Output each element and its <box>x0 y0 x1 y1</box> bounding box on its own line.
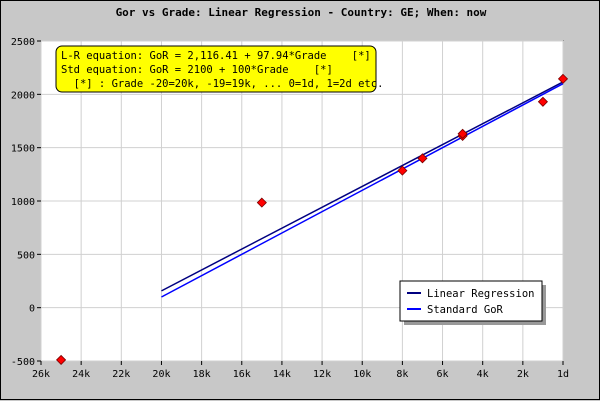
legend: Linear Regression Standard GoR <box>399 280 546 325</box>
data-point <box>537 96 548 107</box>
legend-label-linear-regression: Linear Regression <box>427 288 534 300</box>
series-line-linear-regression <box>161 81 564 292</box>
x-tick-label: 14k <box>273 369 291 380</box>
annotation-box <box>55 45 377 93</box>
y-tick-label: 1500 <box>11 144 35 155</box>
data-point <box>56 354 67 365</box>
data-point <box>256 197 267 208</box>
annotation-line-1: L-R equation: GoR = 2,116.41 + 97.94*Gra… <box>61 50 371 62</box>
y-tick-label: 2000 <box>11 90 35 101</box>
x-tick-label: 8k <box>396 369 408 380</box>
data-point <box>397 165 408 176</box>
x-axis-ticks: 26k 24k 22k 20k 18k 16k 14k 12k 10k 8k 6k 4k 2k 1d <box>32 361 569 380</box>
y-tick-label: 500 <box>17 250 35 261</box>
y-axis-ticks: -500 0 500 1000 1500 2000 2500 <box>11 37 41 368</box>
y-tick-label: 0 <box>29 304 35 315</box>
x-tick-label: 10k <box>353 369 371 380</box>
series-line-standard-gor <box>161 83 564 298</box>
x-tick-label: 24k <box>72 369 90 380</box>
x-tick-label: 18k <box>193 369 211 380</box>
x-tick-label: 20k <box>152 369 170 380</box>
x-tick-label: 1d <box>557 369 569 380</box>
points-layer <box>56 73 569 365</box>
legend-label-standard-gor: Standard GoR <box>427 304 504 316</box>
annotation-line-2: Std equation: GoR = 2100 + 100*Grade [*] <box>61 64 333 76</box>
chart-title: Gor vs Grade: Linear Regression - Countr… <box>116 6 487 19</box>
x-tick-label: 2k <box>517 369 529 380</box>
x-tick-label: 26k <box>32 369 50 380</box>
x-tick-label: 6k <box>437 369 449 380</box>
y-tick-label: 1000 <box>11 197 35 208</box>
x-tick-label: 16k <box>233 369 251 380</box>
y-tick-label: -500 <box>11 357 35 368</box>
y-tick-label: 2500 <box>11 37 35 48</box>
x-tick-label: 22k <box>112 369 130 380</box>
data-point <box>417 153 428 164</box>
series-layer <box>161 81 564 298</box>
x-tick-label: 4k <box>477 369 489 380</box>
equation-annotation: L-R equation: GoR = 2,116.41 + 97.94*Gra… <box>55 45 383 93</box>
x-tick-label: 12k <box>313 369 331 380</box>
annotation-line-3: [*] : Grade -20=20k, -19=19k, ... 0=1d, … <box>61 78 383 90</box>
legend-box <box>399 280 543 322</box>
data-point <box>557 73 569 84</box>
data-point <box>457 128 468 139</box>
